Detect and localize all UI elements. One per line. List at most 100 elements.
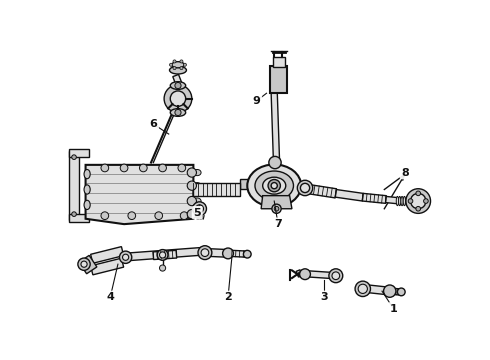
Polygon shape (301, 270, 336, 279)
Circle shape (408, 199, 413, 203)
Circle shape (175, 109, 181, 116)
Text: 9: 9 (252, 96, 261, 106)
Ellipse shape (413, 197, 415, 206)
Ellipse shape (263, 177, 286, 194)
Circle shape (423, 199, 428, 203)
FancyBboxPatch shape (270, 66, 287, 93)
FancyBboxPatch shape (273, 57, 285, 67)
Polygon shape (361, 284, 390, 295)
Polygon shape (261, 195, 292, 209)
Circle shape (222, 248, 233, 259)
Circle shape (416, 191, 420, 195)
Ellipse shape (410, 197, 413, 206)
Circle shape (180, 212, 188, 220)
Circle shape (72, 155, 76, 159)
Ellipse shape (396, 197, 398, 206)
Ellipse shape (247, 165, 301, 207)
Circle shape (187, 197, 196, 206)
Circle shape (193, 202, 206, 216)
Circle shape (180, 67, 183, 69)
Circle shape (187, 181, 196, 190)
Circle shape (297, 180, 313, 195)
Ellipse shape (401, 197, 403, 206)
Polygon shape (240, 179, 251, 189)
Ellipse shape (255, 171, 294, 200)
Circle shape (332, 272, 340, 280)
Circle shape (274, 206, 279, 211)
Ellipse shape (170, 66, 186, 74)
Circle shape (406, 189, 431, 213)
Circle shape (355, 281, 370, 297)
Circle shape (120, 164, 128, 172)
Text: 2: 2 (224, 292, 232, 302)
Ellipse shape (415, 197, 417, 206)
Circle shape (416, 206, 420, 211)
Circle shape (160, 265, 166, 271)
Circle shape (397, 288, 405, 296)
Polygon shape (69, 151, 79, 220)
Circle shape (384, 285, 396, 297)
Circle shape (272, 204, 281, 213)
Circle shape (173, 67, 176, 69)
Ellipse shape (408, 197, 410, 206)
Ellipse shape (406, 197, 408, 206)
Polygon shape (211, 249, 228, 257)
Polygon shape (86, 165, 194, 224)
Circle shape (72, 212, 76, 216)
Ellipse shape (194, 170, 201, 176)
Ellipse shape (84, 200, 90, 210)
Circle shape (128, 212, 136, 220)
Circle shape (155, 212, 163, 220)
Polygon shape (173, 75, 182, 87)
Polygon shape (232, 250, 247, 257)
Ellipse shape (171, 109, 186, 116)
Circle shape (140, 164, 147, 172)
Polygon shape (386, 197, 402, 204)
Circle shape (173, 60, 176, 63)
Circle shape (122, 254, 129, 260)
Circle shape (187, 168, 196, 177)
Circle shape (160, 252, 166, 258)
Ellipse shape (194, 211, 201, 217)
Polygon shape (122, 247, 205, 261)
Circle shape (268, 180, 280, 192)
Polygon shape (79, 255, 97, 274)
Text: 6: 6 (149, 119, 157, 129)
Polygon shape (69, 149, 89, 157)
Circle shape (178, 164, 186, 172)
Circle shape (175, 82, 181, 89)
Text: 8: 8 (401, 167, 409, 177)
Ellipse shape (172, 62, 184, 68)
Circle shape (159, 164, 167, 172)
Circle shape (157, 249, 168, 260)
Circle shape (244, 250, 251, 258)
Ellipse shape (171, 82, 186, 89)
Ellipse shape (398, 197, 401, 206)
Circle shape (271, 183, 277, 189)
Circle shape (170, 63, 172, 66)
Circle shape (300, 269, 311, 280)
Text: 7: 7 (274, 219, 282, 229)
Ellipse shape (194, 198, 201, 204)
Polygon shape (335, 189, 363, 201)
Polygon shape (69, 214, 89, 222)
Text: 5: 5 (194, 208, 201, 217)
Text: 3: 3 (320, 292, 328, 302)
Polygon shape (389, 288, 400, 295)
Polygon shape (296, 270, 302, 277)
Polygon shape (91, 258, 123, 275)
Circle shape (183, 63, 186, 66)
Ellipse shape (194, 183, 201, 189)
Circle shape (411, 193, 426, 209)
Ellipse shape (84, 170, 90, 179)
Circle shape (201, 249, 209, 256)
Circle shape (101, 164, 109, 172)
Circle shape (198, 246, 212, 260)
Circle shape (171, 91, 186, 106)
Text: 1: 1 (390, 304, 397, 314)
Circle shape (81, 261, 87, 267)
Circle shape (78, 258, 90, 270)
Circle shape (300, 183, 310, 193)
Circle shape (120, 251, 132, 264)
Circle shape (101, 212, 109, 220)
